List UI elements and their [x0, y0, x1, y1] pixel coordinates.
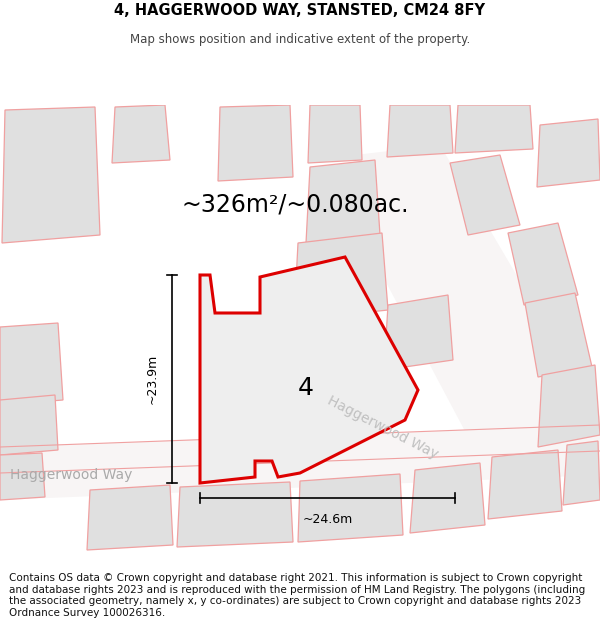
Polygon shape: [508, 223, 578, 305]
Polygon shape: [455, 105, 533, 153]
Polygon shape: [218, 105, 293, 181]
Polygon shape: [384, 295, 453, 370]
Polygon shape: [410, 463, 485, 533]
Polygon shape: [450, 155, 520, 235]
Polygon shape: [537, 119, 600, 187]
Polygon shape: [308, 105, 362, 163]
Text: ~326m²/~0.080ac.: ~326m²/~0.080ac.: [181, 193, 409, 217]
Text: ~23.9m: ~23.9m: [146, 354, 158, 404]
Polygon shape: [177, 482, 293, 547]
Polygon shape: [298, 474, 403, 542]
Polygon shape: [200, 257, 418, 483]
Polygon shape: [563, 441, 600, 505]
Polygon shape: [387, 105, 453, 157]
Polygon shape: [306, 160, 380, 243]
Polygon shape: [0, 395, 58, 455]
Text: Haggerwood Way: Haggerwood Way: [10, 468, 133, 482]
Text: 4, HAGGERWOOD WAY, STANSTED, CM24 8FY: 4, HAGGERWOOD WAY, STANSTED, CM24 8FY: [115, 3, 485, 18]
Polygon shape: [538, 365, 600, 447]
Text: ~24.6m: ~24.6m: [302, 513, 353, 526]
Polygon shape: [525, 293, 592, 377]
Text: Haggerwood Way: Haggerwood Way: [325, 394, 440, 462]
Text: 4: 4: [298, 376, 314, 400]
Text: Contains OS data © Crown copyright and database right 2021. This information is : Contains OS data © Crown copyright and d…: [9, 573, 585, 618]
Polygon shape: [0, 323, 63, 405]
Polygon shape: [2, 107, 100, 243]
Polygon shape: [87, 485, 173, 550]
Polygon shape: [0, 425, 600, 500]
Polygon shape: [488, 450, 562, 519]
Polygon shape: [0, 453, 45, 500]
Text: Map shows position and indicative extent of the property.: Map shows position and indicative extent…: [130, 33, 470, 46]
Polygon shape: [345, 145, 600, 465]
Polygon shape: [294, 233, 388, 320]
Polygon shape: [112, 105, 170, 163]
